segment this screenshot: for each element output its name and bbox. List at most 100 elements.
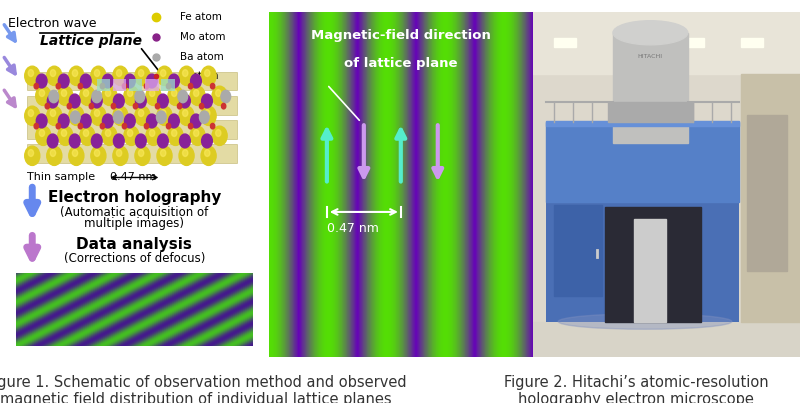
Text: 0.47 nm: 0.47 nm xyxy=(110,172,157,182)
Circle shape xyxy=(94,110,100,116)
Circle shape xyxy=(179,134,190,148)
Text: Figure 1. Schematic of observation method and observed
magnetic field distributi: Figure 1. Schematic of observation metho… xyxy=(0,375,406,403)
Circle shape xyxy=(190,114,202,128)
Circle shape xyxy=(78,83,82,89)
Bar xyxy=(613,33,688,143)
Circle shape xyxy=(166,83,170,89)
Circle shape xyxy=(113,146,128,165)
Circle shape xyxy=(222,104,226,109)
Circle shape xyxy=(178,90,188,103)
Circle shape xyxy=(114,94,124,108)
Text: Fe atom: Fe atom xyxy=(180,12,222,22)
Circle shape xyxy=(194,89,199,96)
Circle shape xyxy=(215,130,221,137)
Circle shape xyxy=(171,130,177,137)
Circle shape xyxy=(179,66,194,85)
Circle shape xyxy=(135,106,150,125)
Circle shape xyxy=(72,110,78,116)
Circle shape xyxy=(69,106,84,125)
Text: 0.47 nm: 0.47 nm xyxy=(327,222,378,235)
Circle shape xyxy=(127,130,133,137)
Polygon shape xyxy=(27,120,237,139)
Circle shape xyxy=(127,89,133,96)
Circle shape xyxy=(80,86,95,106)
Circle shape xyxy=(25,66,40,85)
Circle shape xyxy=(201,66,216,85)
Circle shape xyxy=(138,70,144,77)
Circle shape xyxy=(83,130,89,137)
Circle shape xyxy=(106,89,110,96)
Circle shape xyxy=(189,83,193,89)
Circle shape xyxy=(111,104,115,109)
Circle shape xyxy=(25,146,40,165)
Circle shape xyxy=(25,106,40,125)
Circle shape xyxy=(56,123,61,129)
Circle shape xyxy=(72,150,78,156)
Circle shape xyxy=(150,130,155,137)
Circle shape xyxy=(221,90,230,103)
Circle shape xyxy=(72,70,78,77)
Bar xyxy=(608,102,693,123)
Circle shape xyxy=(205,150,210,156)
Text: Electron holography: Electron holography xyxy=(48,190,221,205)
Circle shape xyxy=(161,70,166,77)
Circle shape xyxy=(62,130,66,137)
Circle shape xyxy=(34,83,38,89)
Circle shape xyxy=(157,146,172,165)
Circle shape xyxy=(116,150,122,156)
Circle shape xyxy=(202,94,212,108)
Circle shape xyxy=(212,86,227,106)
Bar xyxy=(533,322,800,357)
Text: multiple images): multiple images) xyxy=(85,218,184,231)
Circle shape xyxy=(182,110,188,116)
Circle shape xyxy=(179,94,190,108)
Circle shape xyxy=(91,146,106,165)
Circle shape xyxy=(91,106,106,125)
Circle shape xyxy=(168,126,183,145)
Circle shape xyxy=(194,130,199,137)
Circle shape xyxy=(155,104,160,109)
Circle shape xyxy=(36,126,51,145)
Circle shape xyxy=(202,134,212,148)
Circle shape xyxy=(102,114,113,128)
Circle shape xyxy=(157,66,172,85)
Circle shape xyxy=(28,70,34,77)
Circle shape xyxy=(179,106,194,125)
Circle shape xyxy=(94,150,100,156)
Bar xyxy=(533,12,800,74)
Circle shape xyxy=(168,86,183,106)
Circle shape xyxy=(50,150,56,156)
Circle shape xyxy=(135,66,150,85)
Circle shape xyxy=(158,94,168,108)
Circle shape xyxy=(113,106,128,125)
Circle shape xyxy=(146,126,161,145)
Text: O atom: O atom xyxy=(180,71,218,81)
Circle shape xyxy=(144,83,149,89)
Circle shape xyxy=(56,83,61,89)
Circle shape xyxy=(124,86,139,106)
Bar xyxy=(546,123,738,322)
Circle shape xyxy=(125,114,135,128)
Circle shape xyxy=(210,123,214,129)
Circle shape xyxy=(67,104,71,109)
Circle shape xyxy=(190,74,202,88)
Polygon shape xyxy=(27,71,237,91)
Circle shape xyxy=(34,123,38,129)
Circle shape xyxy=(28,150,34,156)
Circle shape xyxy=(189,123,193,129)
Bar xyxy=(746,116,786,270)
Text: Magnetic-field direction: Magnetic-field direction xyxy=(311,29,490,42)
Circle shape xyxy=(69,146,84,165)
Circle shape xyxy=(157,106,172,125)
Circle shape xyxy=(83,89,89,96)
Bar xyxy=(546,120,738,126)
Circle shape xyxy=(106,130,110,137)
Circle shape xyxy=(146,86,161,106)
Circle shape xyxy=(182,70,188,77)
Circle shape xyxy=(70,94,80,108)
Circle shape xyxy=(201,106,216,125)
Circle shape xyxy=(80,114,91,128)
Circle shape xyxy=(47,94,58,108)
Circle shape xyxy=(138,150,144,156)
Circle shape xyxy=(46,106,62,125)
